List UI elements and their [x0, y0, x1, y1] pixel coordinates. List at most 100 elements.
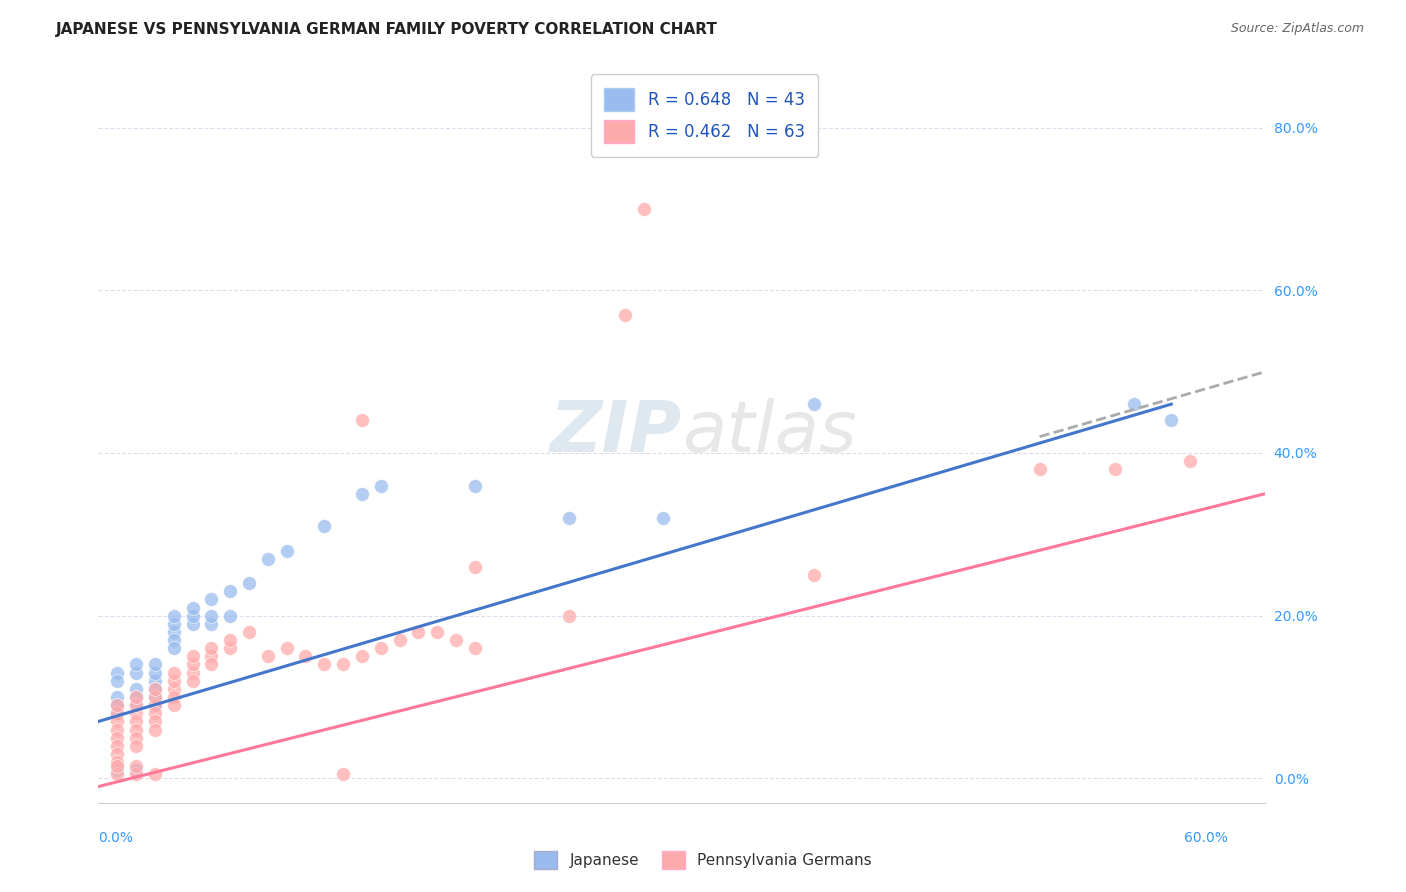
Point: [558, 511, 581, 525]
Point: [163, 633, 186, 648]
Point: [181, 600, 204, 615]
Text: 60.0%: 60.0%: [1184, 831, 1227, 846]
Point: [105, 690, 128, 704]
Point: [143, 714, 166, 729]
Legend: R = 0.648   N = 43, R = 0.462   N = 63: R = 0.648 N = 43, R = 0.462 N = 63: [591, 74, 818, 157]
Point: [105, 698, 128, 713]
Point: [238, 576, 260, 591]
Point: [464, 641, 486, 656]
Point: [181, 616, 204, 631]
Point: [426, 624, 449, 639]
Point: [350, 413, 373, 427]
Point: [163, 681, 186, 696]
Point: [652, 511, 675, 525]
Point: [200, 616, 222, 631]
Point: [332, 657, 354, 672]
Point: [276, 641, 298, 656]
Point: [143, 723, 166, 737]
Point: [143, 767, 166, 781]
Point: [143, 681, 166, 696]
Point: [125, 698, 148, 713]
Point: [219, 608, 242, 623]
Point: [1160, 413, 1182, 427]
Point: [105, 665, 128, 680]
Point: [803, 568, 825, 582]
Point: [125, 681, 148, 696]
Text: 0.0%: 0.0%: [98, 831, 134, 846]
Point: [105, 764, 128, 778]
Point: [314, 657, 336, 672]
Point: [163, 673, 186, 688]
Point: [633, 202, 655, 216]
Point: [105, 706, 128, 721]
Point: [125, 706, 148, 721]
Point: [200, 657, 222, 672]
Point: [125, 714, 148, 729]
Point: [256, 649, 278, 664]
Legend: Japanese, Pennsylvania Germans: Japanese, Pennsylvania Germans: [529, 845, 877, 875]
Point: [105, 714, 128, 729]
Point: [1178, 454, 1201, 468]
Point: [125, 723, 148, 737]
Point: [143, 690, 166, 704]
Point: [163, 608, 186, 623]
Point: [181, 649, 204, 664]
Point: [464, 559, 486, 574]
Point: [163, 665, 186, 680]
Point: [105, 747, 128, 761]
Point: [105, 767, 128, 781]
Point: [803, 397, 825, 411]
Point: [332, 767, 354, 781]
Point: [350, 486, 373, 500]
Point: [143, 681, 166, 696]
Point: [105, 673, 128, 688]
Point: [219, 633, 242, 648]
Point: [125, 767, 148, 781]
Point: [125, 657, 148, 672]
Point: [1104, 462, 1126, 476]
Text: atlas: atlas: [682, 398, 856, 467]
Point: [143, 657, 166, 672]
Point: [125, 690, 148, 704]
Point: [125, 759, 148, 773]
Point: [1122, 397, 1144, 411]
Point: [125, 731, 148, 745]
Point: [105, 739, 128, 753]
Point: [105, 698, 128, 713]
Point: [163, 624, 186, 639]
Point: [163, 616, 186, 631]
Point: [181, 608, 204, 623]
Point: [256, 551, 278, 566]
Point: [294, 649, 316, 664]
Point: [143, 665, 166, 680]
Point: [105, 706, 128, 721]
Point: [143, 706, 166, 721]
Point: [125, 698, 148, 713]
Point: [464, 478, 486, 492]
Point: [125, 764, 148, 778]
Point: [219, 641, 242, 656]
Point: [238, 624, 260, 639]
Text: ZIP: ZIP: [550, 398, 682, 467]
Point: [350, 649, 373, 664]
Point: [388, 633, 411, 648]
Point: [276, 543, 298, 558]
Point: [614, 308, 637, 322]
Point: [408, 624, 430, 639]
Point: [200, 641, 222, 656]
Point: [200, 649, 222, 664]
Point: [370, 641, 392, 656]
Point: [314, 519, 336, 533]
Point: [370, 478, 392, 492]
Point: [105, 759, 128, 773]
Point: [200, 608, 222, 623]
Point: [125, 690, 148, 704]
Point: [163, 698, 186, 713]
Point: [1028, 462, 1050, 476]
Point: [105, 755, 128, 769]
Text: Source: ZipAtlas.com: Source: ZipAtlas.com: [1230, 22, 1364, 36]
Point: [219, 584, 242, 599]
Point: [143, 698, 166, 713]
Point: [163, 690, 186, 704]
Point: [444, 633, 467, 648]
